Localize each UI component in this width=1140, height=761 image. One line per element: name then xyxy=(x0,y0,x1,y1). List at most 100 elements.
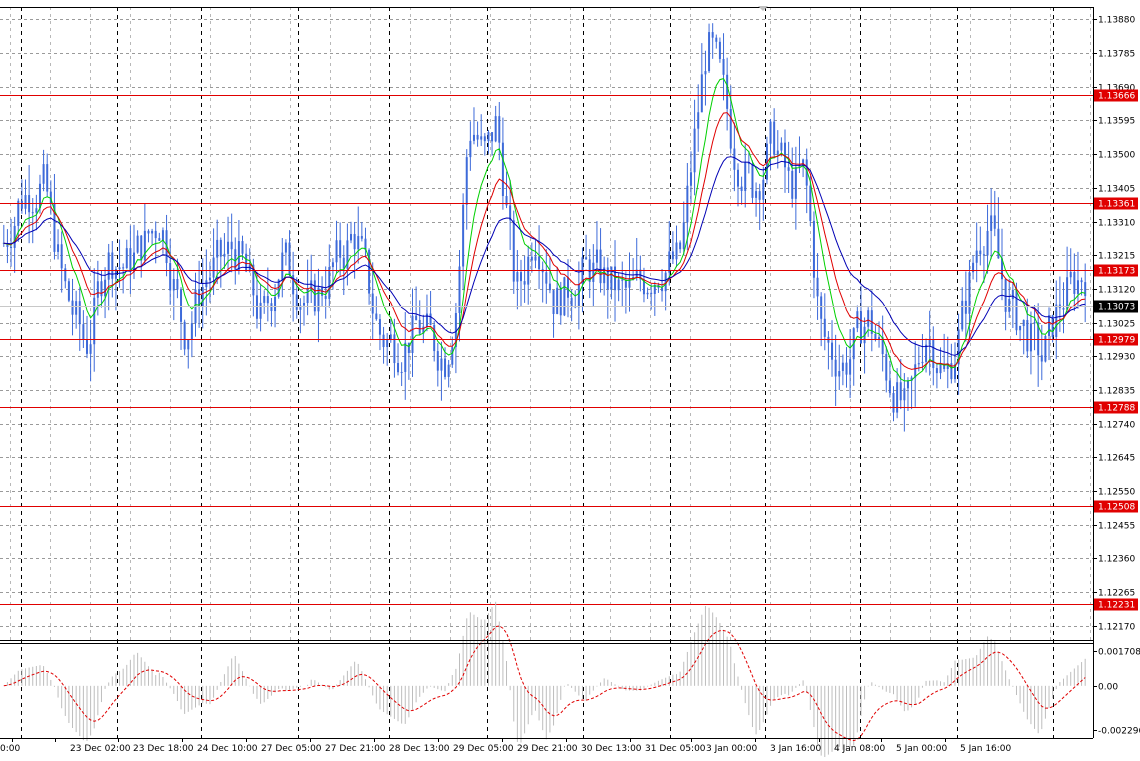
candle xyxy=(599,228,602,293)
time-tick-label: 30 Dec 13:00 xyxy=(581,744,642,754)
candle-body xyxy=(1055,304,1058,337)
candle xyxy=(791,147,794,208)
candle xyxy=(483,133,486,156)
ma-fast-line xyxy=(3,78,1086,382)
candle-body xyxy=(368,249,371,294)
candle xyxy=(219,237,222,288)
candle xyxy=(190,311,193,358)
candle xyxy=(867,307,870,337)
candle-body xyxy=(46,164,49,192)
candle-body xyxy=(646,292,649,295)
price-tick-label: 1.12835 xyxy=(1098,387,1135,397)
candle-body xyxy=(129,248,132,272)
candle xyxy=(270,298,273,327)
candle xyxy=(480,114,483,146)
candle-body xyxy=(925,344,928,362)
candle-body xyxy=(606,267,609,290)
candle-body xyxy=(831,342,834,360)
candle-body xyxy=(230,241,233,250)
candle-body xyxy=(415,315,418,320)
shift-marker-icon[interactable] xyxy=(758,6,768,11)
candle xyxy=(255,271,258,329)
price-tick-label: 1.13025 xyxy=(1098,320,1135,330)
candle xyxy=(610,266,613,300)
candle xyxy=(961,287,964,332)
candle-body xyxy=(462,204,465,267)
candle xyxy=(60,231,63,293)
candle xyxy=(404,312,407,400)
candle xyxy=(932,326,935,386)
candle-body xyxy=(53,203,56,252)
candle xyxy=(17,198,20,242)
price-tick-label: 1.12550 xyxy=(1098,488,1135,498)
candle-body xyxy=(519,272,522,282)
candle-body xyxy=(932,339,935,369)
candle-body xyxy=(888,380,891,394)
candle-body xyxy=(154,230,157,239)
candle xyxy=(1066,246,1069,313)
level-tag xyxy=(1094,264,1138,277)
candle-body xyxy=(614,266,617,291)
candle xyxy=(888,360,891,398)
candle xyxy=(462,193,465,291)
candle-body xyxy=(382,334,385,348)
support-resistance-levels[interactable] xyxy=(0,95,1093,605)
candle-body xyxy=(689,172,692,186)
candle xyxy=(1051,314,1054,343)
candle xyxy=(284,239,287,266)
candle-body xyxy=(386,339,389,348)
candle xyxy=(6,229,9,264)
osc-tick-label: -0.002296 xyxy=(1098,727,1140,737)
candle-body xyxy=(1044,335,1047,362)
candle xyxy=(997,197,1000,259)
candle xyxy=(85,315,88,359)
candle-body xyxy=(787,167,790,171)
candle xyxy=(89,319,92,382)
candle-body xyxy=(176,279,179,290)
candle-body xyxy=(93,297,96,345)
candle xyxy=(758,183,761,230)
candle-body xyxy=(595,249,598,263)
candle-body xyxy=(397,363,400,373)
candle-body xyxy=(548,283,551,291)
candle-body xyxy=(17,200,20,226)
candle-body xyxy=(729,108,732,149)
candle xyxy=(31,198,34,244)
candle-body xyxy=(78,301,81,325)
level-tag-label: 1.12788 xyxy=(1098,404,1135,414)
candle xyxy=(563,276,566,317)
candle-body xyxy=(483,136,486,142)
candle-body xyxy=(577,284,580,308)
candle-body xyxy=(736,169,739,187)
candle xyxy=(57,229,60,260)
candle-body xyxy=(237,241,240,270)
candle xyxy=(841,354,844,386)
candle xyxy=(668,221,671,286)
price-tick-label: 1.12170 xyxy=(1098,623,1135,633)
candle-body xyxy=(1080,280,1083,283)
candle-body xyxy=(201,287,204,307)
candle-body xyxy=(161,230,164,241)
candle-body xyxy=(650,292,653,295)
candle-body xyxy=(1037,322,1040,356)
candle-body xyxy=(169,263,172,291)
candle xyxy=(935,363,938,389)
candle-body xyxy=(407,342,410,354)
candle-body xyxy=(198,289,201,307)
candle xyxy=(292,251,295,322)
candle-body xyxy=(740,186,743,192)
candle-body xyxy=(378,319,381,335)
level-tag xyxy=(1094,197,1138,210)
candle-body xyxy=(266,296,269,304)
candle-body xyxy=(885,354,888,381)
candle-body xyxy=(208,277,211,281)
candle-body xyxy=(592,262,595,282)
time-tick-label: 28 Dec 13:00 xyxy=(389,744,450,754)
time-tick-label: 5 Jan 00:00 xyxy=(896,744,948,754)
candle-body xyxy=(892,393,895,413)
candle-body xyxy=(223,253,226,257)
candle-body xyxy=(400,371,403,373)
candle xyxy=(151,228,154,245)
